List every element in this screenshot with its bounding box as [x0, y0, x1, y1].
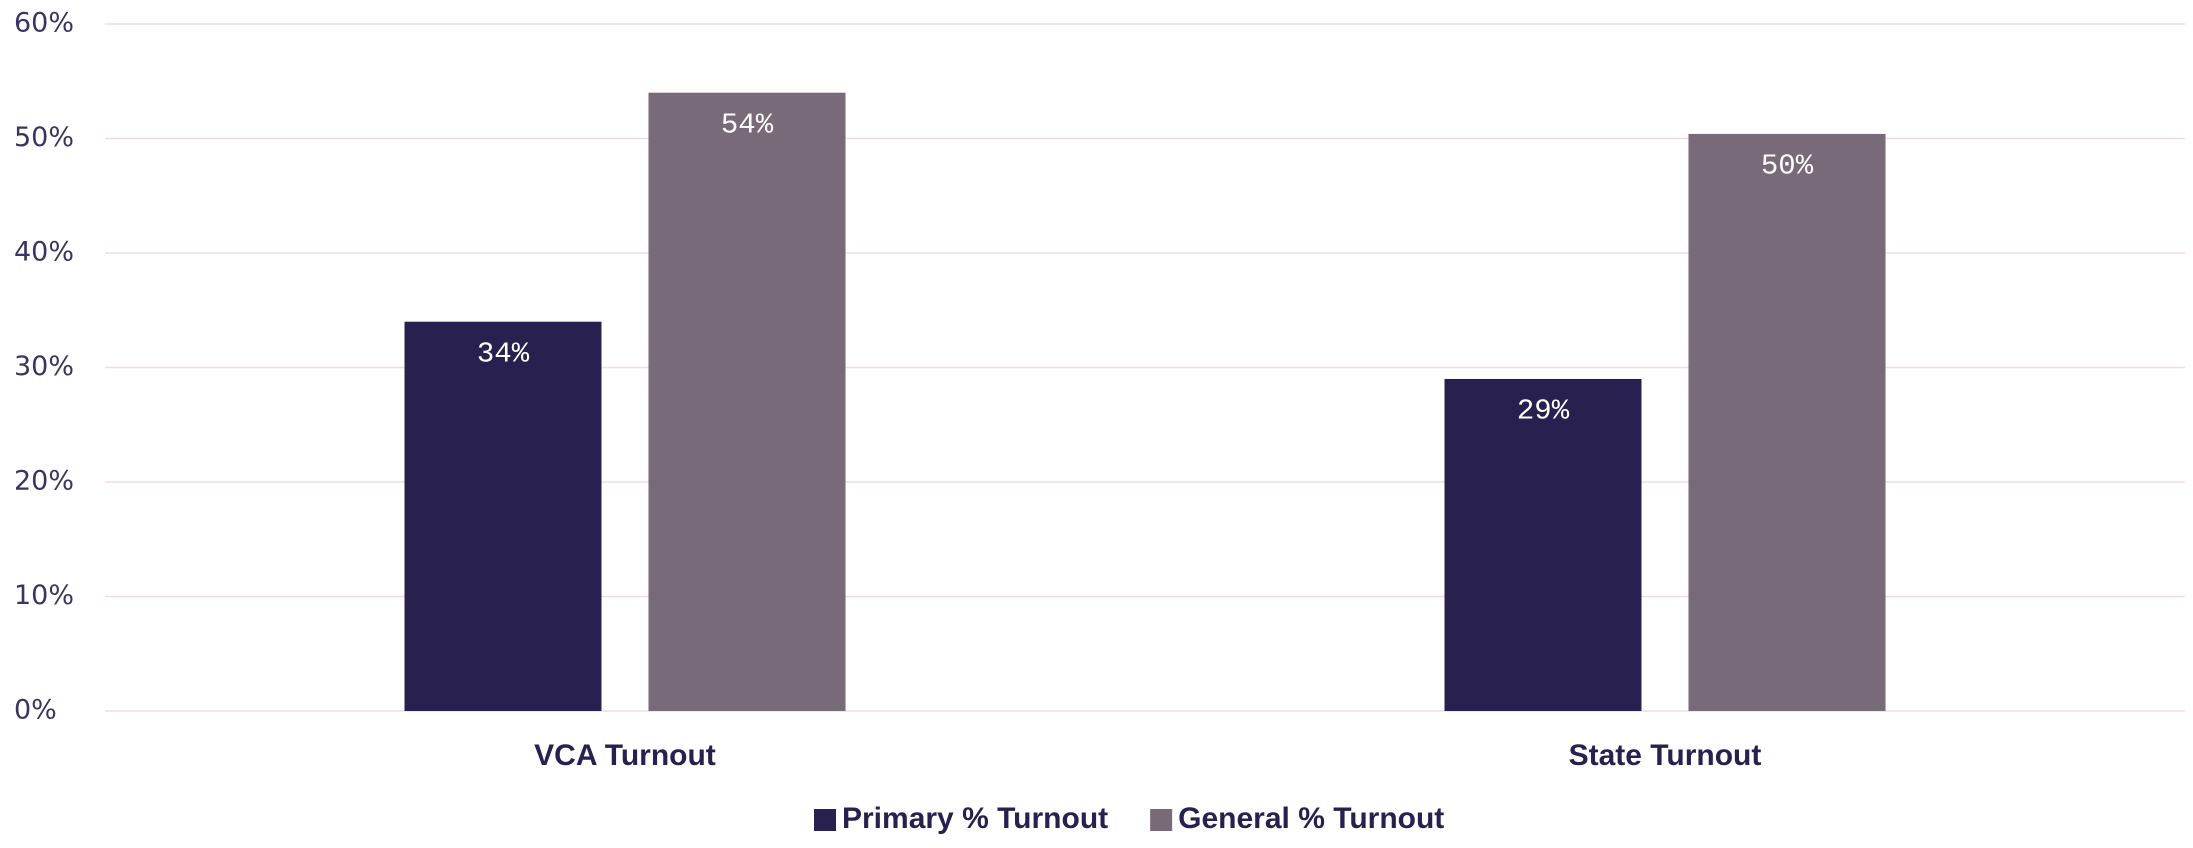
value-label: 50% [1761, 150, 1814, 183]
y-tick-label: 20% [14, 466, 74, 497]
y-tick-label: 30% [14, 351, 74, 382]
y-tick-label: 40% [14, 237, 74, 268]
legend-label: General % Turnout [1178, 802, 1444, 835]
y-tick-label: 60% [14, 8, 74, 39]
bar [1444, 378, 1642, 711]
y-tick-label: 0% [14, 695, 57, 726]
bar [648, 92, 846, 711]
y-tick-label: 10% [14, 580, 74, 611]
legend-swatch [1150, 809, 1173, 831]
bar [1688, 133, 1886, 712]
legend-swatch [814, 809, 836, 831]
y-tick-label: 50% [14, 122, 74, 153]
value-label: 34% [477, 337, 530, 370]
value-label: 29% [1517, 395, 1570, 428]
x-tick-label: VCA Turnout [534, 739, 716, 772]
x-tick-label: State Turnout [1569, 739, 1762, 772]
value-label: 54% [721, 108, 774, 141]
legend-label: Primary % Turnout [842, 802, 1108, 835]
bar [404, 321, 602, 711]
